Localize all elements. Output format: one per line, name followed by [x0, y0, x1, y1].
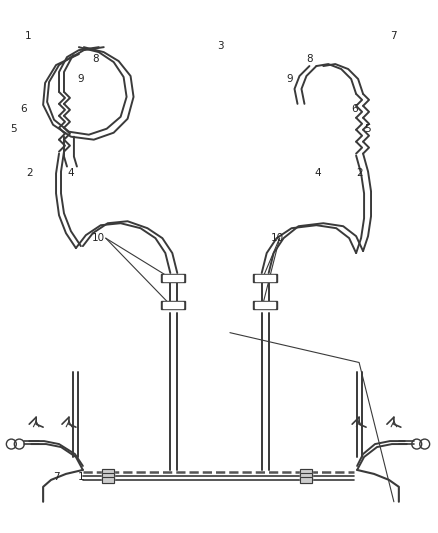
Bar [161, 301, 185, 309]
Text: 3: 3 [217, 41, 223, 51]
Text: 1: 1 [78, 472, 84, 482]
Bar [255, 275, 275, 281]
Text: 4: 4 [67, 168, 74, 179]
Bar [102, 477, 114, 483]
Text: 9: 9 [286, 74, 293, 84]
Bar [253, 301, 277, 309]
Bar [102, 469, 114, 475]
Bar [300, 473, 312, 479]
Text: 1: 1 [25, 31, 32, 41]
Bar [163, 275, 183, 281]
Bar [253, 274, 277, 282]
Bar [163, 302, 183, 308]
Bar [102, 469, 114, 475]
Bar [102, 473, 114, 479]
Bar [300, 477, 312, 483]
Bar [300, 469, 312, 475]
Text: 4: 4 [314, 168, 321, 179]
Bar [300, 477, 312, 483]
Text: 7: 7 [391, 31, 397, 41]
Bar [102, 477, 114, 483]
Bar [255, 302, 275, 308]
Text: 10: 10 [92, 233, 105, 243]
Bar [300, 473, 312, 479]
Text: 6: 6 [351, 104, 357, 114]
Text: 9: 9 [78, 74, 84, 84]
Text: 10: 10 [271, 233, 284, 243]
Text: 7: 7 [53, 472, 60, 482]
Text: 6: 6 [20, 104, 27, 114]
Text: 5: 5 [364, 124, 371, 134]
Bar [161, 274, 185, 282]
Text: 8: 8 [306, 54, 313, 64]
Text: 2: 2 [356, 168, 362, 179]
Bar [300, 469, 312, 475]
Text: 8: 8 [92, 54, 99, 64]
Bar [102, 473, 114, 479]
Text: 5: 5 [10, 124, 17, 134]
Text: 2: 2 [26, 168, 32, 179]
